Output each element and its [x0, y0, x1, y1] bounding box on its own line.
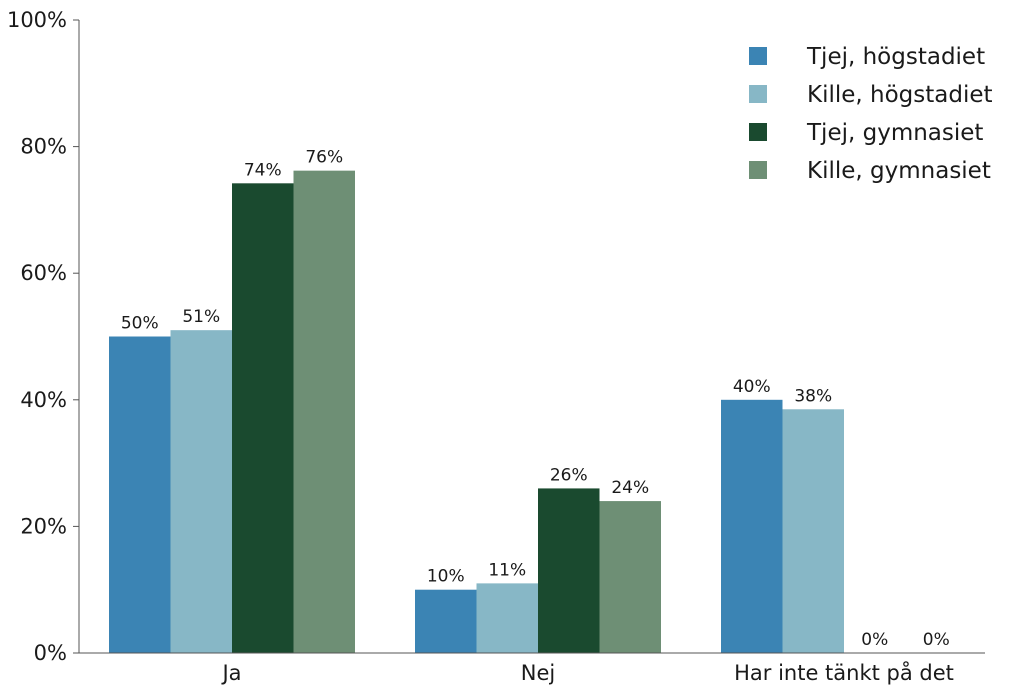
- data-label: 0%: [861, 630, 888, 650]
- bar: [232, 183, 294, 653]
- bar: [170, 330, 232, 653]
- data-label: 10%: [427, 567, 465, 587]
- legend-swatch: [749, 47, 767, 65]
- data-label: 76%: [305, 148, 343, 168]
- bar: [721, 399, 783, 653]
- legend-swatch: [749, 161, 767, 179]
- legend-label: Tjej, högstadiet: [806, 44, 985, 70]
- bar: [599, 501, 661, 653]
- x-category-label: Nej: [521, 661, 555, 685]
- data-label: 51%: [182, 307, 220, 327]
- data-label: 74%: [244, 160, 282, 180]
- y-tick-label: 80%: [20, 135, 67, 159]
- y-tick-label: 0%: [34, 641, 67, 665]
- legend-swatch: [749, 85, 767, 103]
- data-labels: 50% 51% 74% 76% 10% 11% 26% 24% 40% 38% 0% 0%: [121, 148, 950, 650]
- legend-label: Kille, högstadiet: [807, 82, 993, 108]
- y-tick-label: 100%: [7, 8, 67, 32]
- y-tick-label: 60%: [20, 261, 67, 285]
- bar: [415, 589, 477, 653]
- y-tick-label: 40%: [20, 388, 67, 412]
- bar: [538, 488, 600, 653]
- legend: Tjej, högstadiet Kille, högstadiet Tjej, g…: [749, 44, 993, 184]
- bar: [109, 336, 171, 653]
- data-label: 11%: [488, 560, 526, 580]
- bars: [109, 170, 844, 654]
- legend-swatch: [749, 123, 767, 141]
- data-label: 24%: [611, 478, 649, 498]
- y-axis: 0% 20% 40% 60% 80% 100%: [7, 8, 80, 665]
- data-label: 26%: [550, 465, 588, 485]
- x-category-label: Har inte tänkt på det: [734, 660, 954, 685]
- bar: [782, 409, 844, 653]
- x-category-label: Ja: [220, 661, 241, 685]
- bar: [476, 583, 538, 653]
- x-axis: Ja Nej Har inte tänkt på det: [79, 652, 985, 685]
- bar: [293, 170, 355, 654]
- data-label: 50%: [121, 314, 159, 334]
- data-label: 0%: [923, 630, 950, 650]
- data-label: 40%: [733, 377, 771, 397]
- legend-label: Kille, gymnasiet: [807, 158, 991, 184]
- y-tick-label: 20%: [20, 514, 67, 538]
- legend-label: Tjej, gymnasiet: [806, 120, 983, 146]
- data-label: 38%: [794, 386, 832, 406]
